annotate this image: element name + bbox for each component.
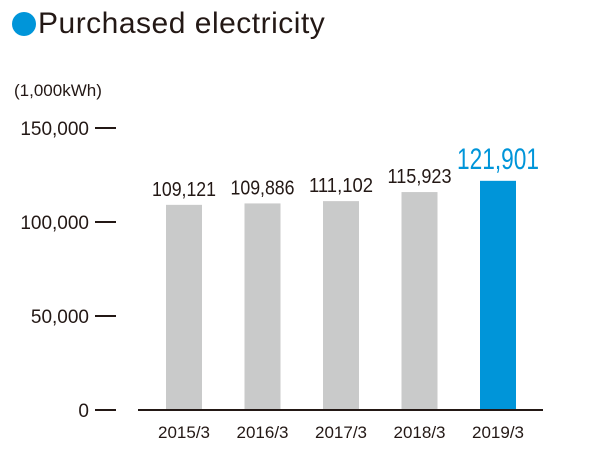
- y-axis-unit-label: (1,000kWh): [14, 81, 102, 100]
- chart-title: Purchased electricity: [38, 7, 326, 40]
- y-tick-label: 150,000: [20, 119, 89, 140]
- y-tick-label: 100,000: [20, 213, 89, 234]
- x-tick-label: 2017/3: [315, 423, 367, 442]
- bar-value-label: 109,121: [152, 179, 216, 201]
- chart-title-row: Purchased electricity: [12, 4, 325, 44]
- y-tick-label: 0: [78, 401, 89, 422]
- bar-value-label: 115,923: [388, 166, 452, 188]
- x-tick-label: 2015/3: [158, 423, 210, 442]
- bar-2015-3: [166, 204, 202, 410]
- x-axis: 2015/3 2016/3 2017/3 2018/3 2019/3: [138, 409, 543, 442]
- x-tick-label: 2016/3: [237, 423, 289, 442]
- title-bullet-icon: [12, 12, 36, 36]
- bar-2017-3: [323, 201, 359, 410]
- bar-2019-3: [480, 180, 516, 410]
- x-tick-label: 2019/3: [472, 423, 524, 442]
- bar-value-label: 111,102: [309, 175, 373, 197]
- bar-value-label: 121,901: [457, 143, 539, 176]
- y-axis: 0 50,000 100,000 150,000: [20, 119, 116, 422]
- x-tick-label: 2018/3: [394, 423, 446, 442]
- bar-value-label: 109,886: [231, 177, 295, 199]
- bars-group: [166, 180, 516, 410]
- bar-2018-3: [401, 192, 438, 410]
- y-tick-label: 50,000: [31, 307, 89, 328]
- bar-2016-3: [244, 203, 281, 410]
